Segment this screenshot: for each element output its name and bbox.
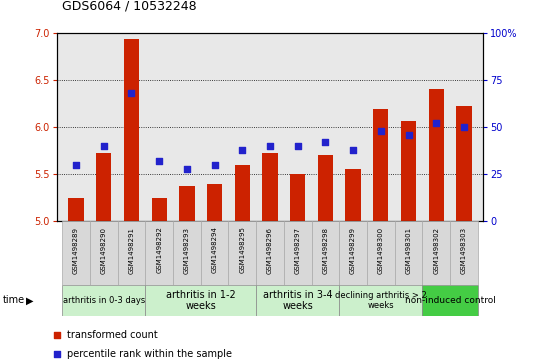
Point	[183, 166, 191, 171]
Bar	[145, 285, 256, 316]
Bar	[312, 221, 339, 285]
Text: GSM1498303: GSM1498303	[461, 227, 467, 274]
Point	[266, 143, 274, 149]
Point	[210, 162, 219, 168]
Bar	[152, 198, 167, 221]
Text: transformed count: transformed count	[68, 330, 158, 340]
Text: GSM1498300: GSM1498300	[378, 227, 384, 274]
Text: GSM1498298: GSM1498298	[322, 227, 328, 273]
Bar	[262, 154, 278, 221]
Bar	[124, 39, 139, 221]
Point	[266, 81, 274, 87]
Text: GSM1498291: GSM1498291	[129, 227, 134, 273]
Text: GSM1498290: GSM1498290	[101, 227, 107, 273]
Bar	[62, 221, 90, 285]
Bar	[118, 221, 145, 285]
Bar	[207, 184, 222, 221]
Bar	[346, 168, 361, 221]
Point	[155, 158, 164, 164]
Text: arthritis in 1-2
weeks: arthritis in 1-2 weeks	[166, 290, 235, 311]
Bar	[395, 221, 422, 285]
Text: declining arthritis > 2
weeks: declining arthritis > 2 weeks	[335, 291, 427, 310]
Text: ▶: ▶	[26, 295, 33, 305]
Bar	[69, 198, 84, 221]
Bar	[179, 185, 194, 221]
Point	[321, 139, 330, 145]
Text: GSM1498295: GSM1498295	[239, 227, 245, 273]
Point	[127, 90, 136, 96]
Text: GSM1498299: GSM1498299	[350, 227, 356, 273]
Bar	[201, 221, 228, 285]
Point	[376, 128, 385, 134]
Point	[404, 132, 413, 138]
Point	[266, 259, 274, 265]
Bar	[256, 285, 339, 316]
Bar	[422, 221, 450, 285]
Bar	[318, 155, 333, 221]
Bar	[90, 221, 118, 285]
Point	[99, 143, 108, 149]
Point	[432, 121, 441, 126]
Text: GSM1498292: GSM1498292	[156, 227, 162, 273]
Bar	[290, 174, 305, 221]
Bar	[256, 221, 284, 285]
Bar	[228, 221, 256, 285]
Bar	[456, 106, 471, 221]
Bar	[173, 221, 201, 285]
Text: GSM1498294: GSM1498294	[212, 227, 218, 273]
Text: GSM1498302: GSM1498302	[433, 227, 439, 273]
Bar	[339, 221, 367, 285]
Text: GSM1498297: GSM1498297	[295, 227, 301, 273]
Bar	[422, 285, 478, 316]
Text: GSM1498301: GSM1498301	[406, 227, 411, 274]
Text: arthritis in 3-4
weeks: arthritis in 3-4 weeks	[263, 290, 333, 311]
Text: time: time	[3, 295, 25, 305]
Bar	[401, 121, 416, 221]
Bar	[62, 285, 145, 316]
Text: GSM1498289: GSM1498289	[73, 227, 79, 273]
Text: percentile rank within the sample: percentile rank within the sample	[68, 349, 232, 359]
Point	[460, 124, 468, 130]
Text: arthritis in 0-3 days: arthritis in 0-3 days	[63, 296, 145, 305]
Text: GSM1498296: GSM1498296	[267, 227, 273, 273]
Bar	[339, 285, 422, 316]
Bar	[284, 221, 312, 285]
Bar	[96, 154, 111, 221]
Bar	[235, 165, 250, 221]
Point	[349, 147, 357, 152]
Point	[293, 143, 302, 149]
Bar	[145, 221, 173, 285]
Point	[238, 147, 247, 152]
Point	[72, 162, 80, 168]
Bar	[367, 221, 395, 285]
Bar	[450, 221, 478, 285]
Text: non-induced control: non-induced control	[404, 296, 496, 305]
Bar	[429, 89, 444, 221]
Text: GDS6064 / 10532248: GDS6064 / 10532248	[62, 0, 197, 13]
Bar	[373, 109, 388, 221]
Text: GSM1498293: GSM1498293	[184, 227, 190, 273]
